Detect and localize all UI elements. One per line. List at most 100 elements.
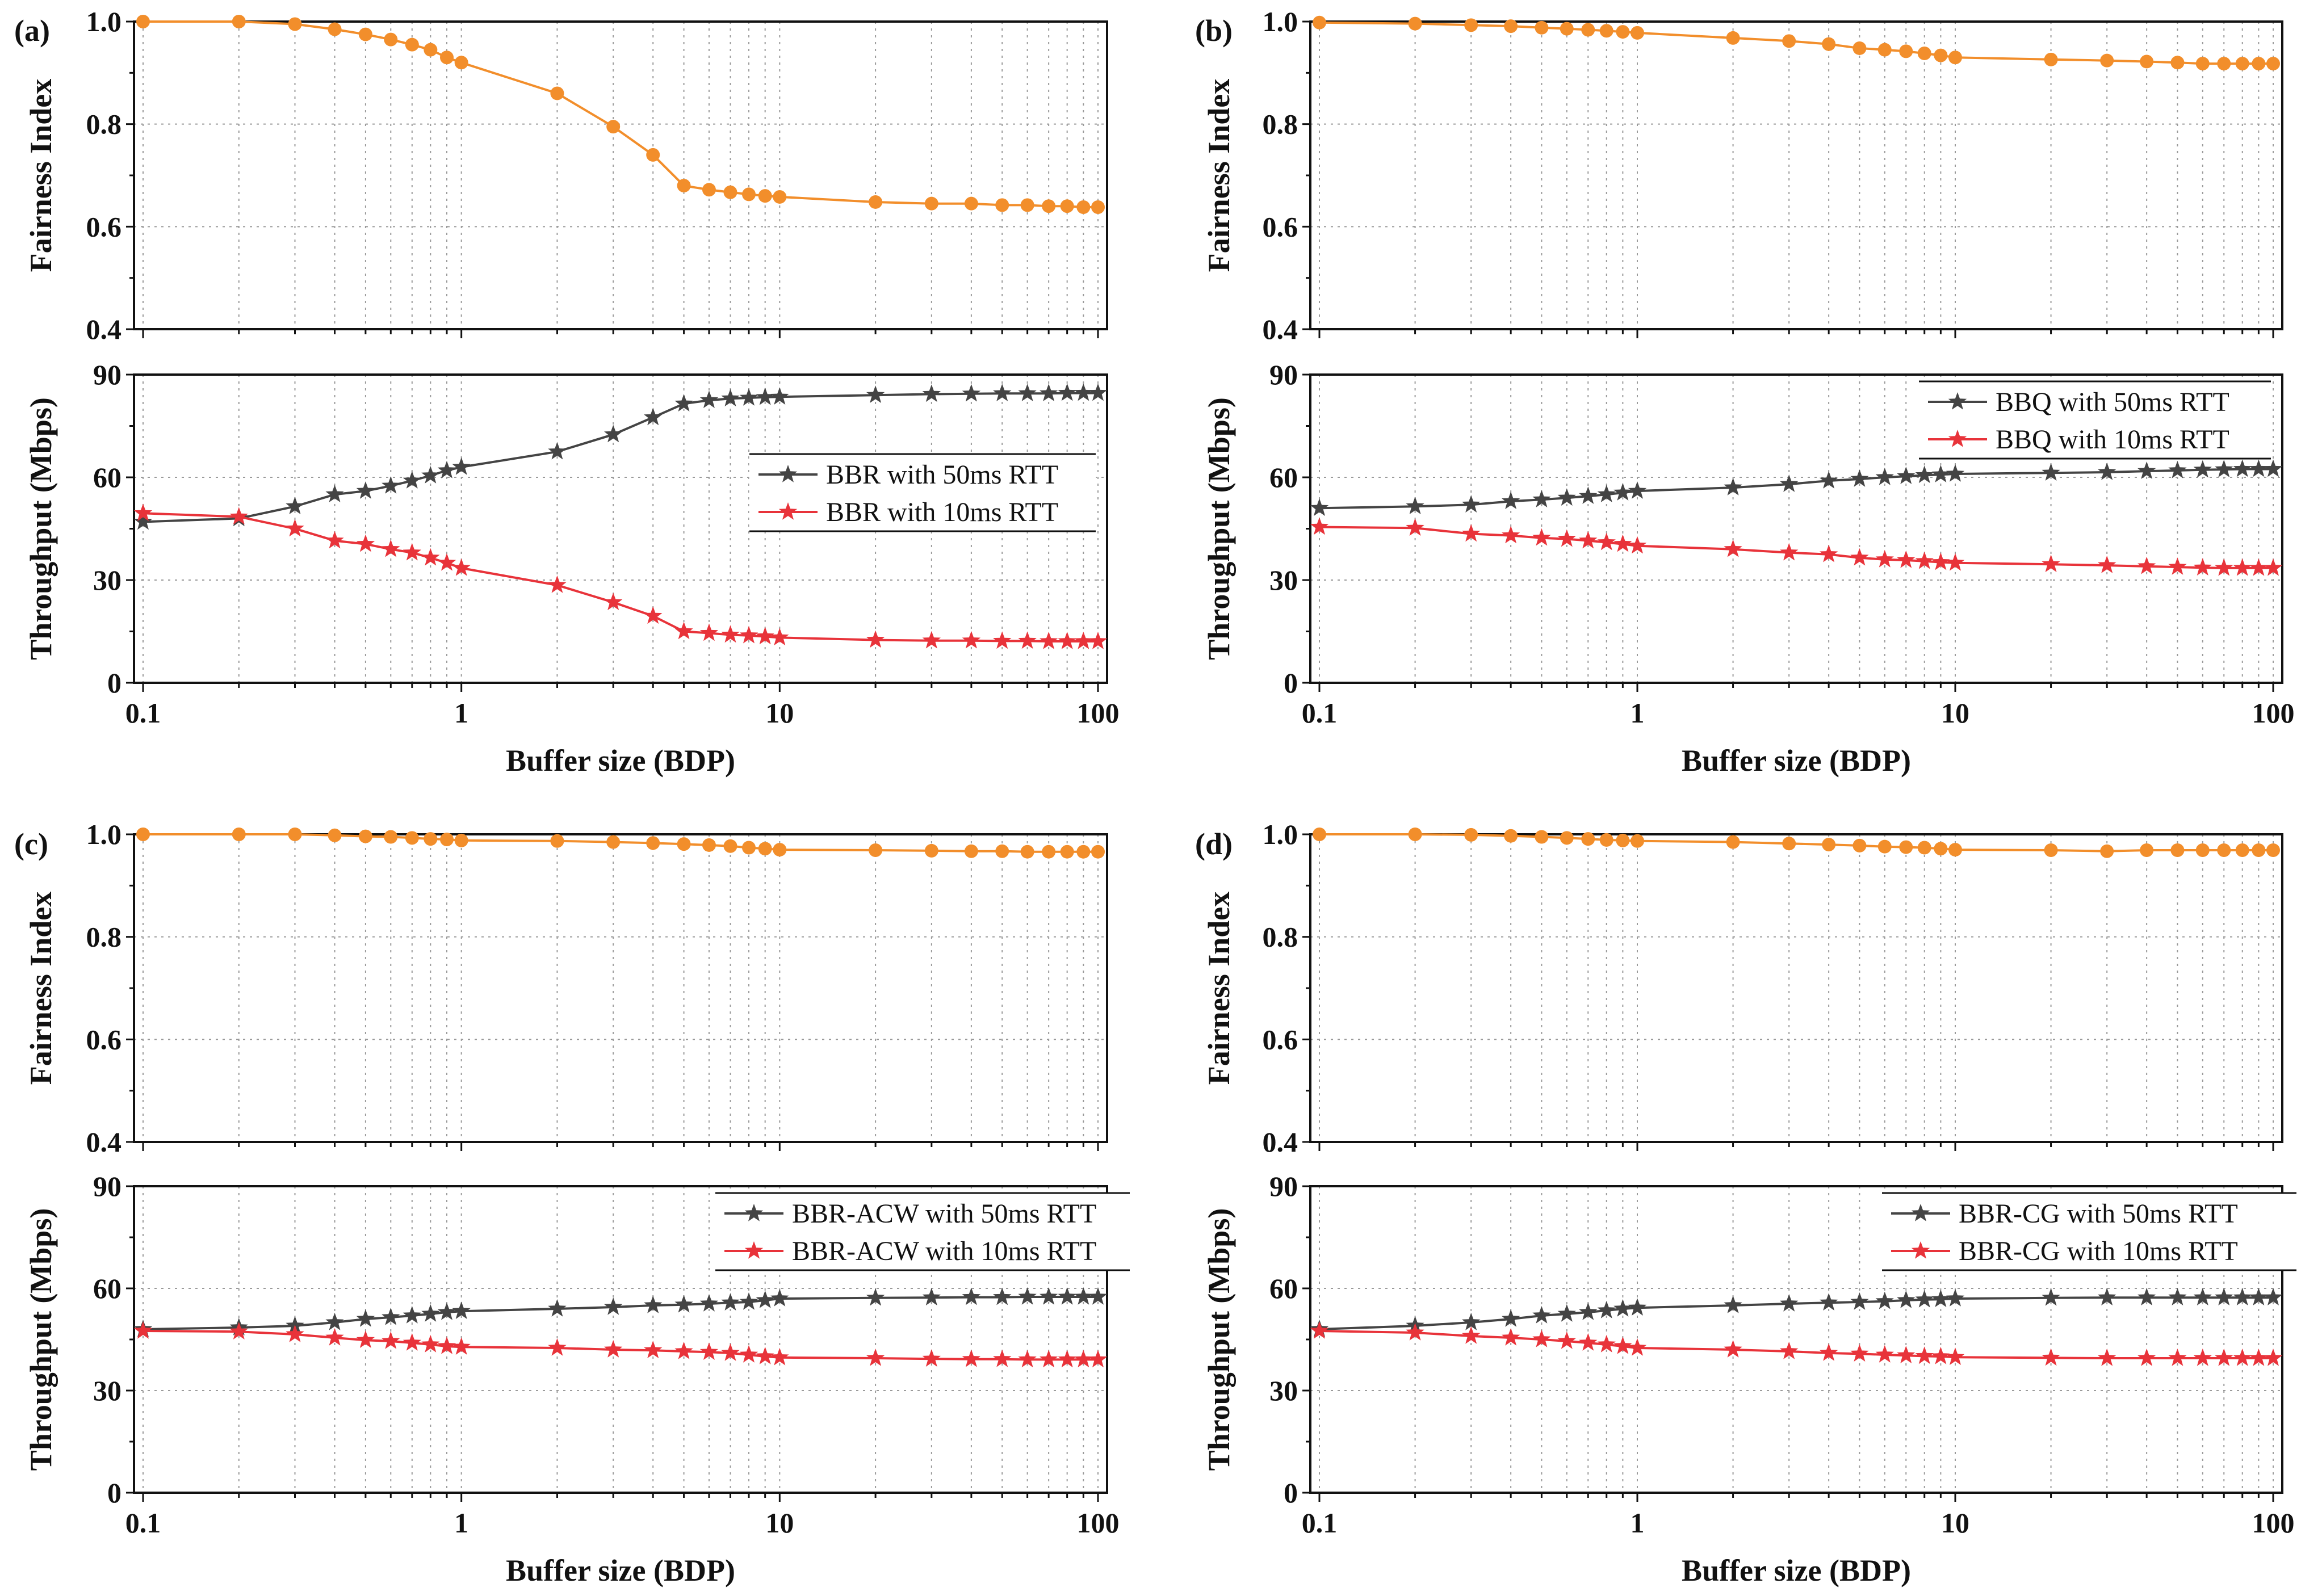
throughput-ytick-label: 90 xyxy=(93,359,121,390)
fairness-point xyxy=(1464,18,1478,32)
series-point-10ms xyxy=(2233,558,2252,576)
series-point-10ms xyxy=(403,1333,421,1351)
series-point-50ms xyxy=(756,1291,774,1308)
series-point-10ms xyxy=(1406,518,1424,536)
series-point-10ms xyxy=(1946,1347,1965,1365)
series-point-50ms xyxy=(1613,1299,1632,1317)
fairness-ylabel: Fairness Index xyxy=(1202,79,1236,272)
throughput-ytick-label: 0 xyxy=(107,667,121,699)
series-point-10ms xyxy=(1557,1332,1576,1349)
legend-label: BBQ with 50ms RTT xyxy=(1996,387,2229,417)
fairness-point xyxy=(288,828,302,841)
xtick-label: 10 xyxy=(1941,697,1969,729)
series-point-10ms xyxy=(1597,532,1616,551)
series-point-50ms xyxy=(922,384,941,402)
series-point-10ms xyxy=(1850,1344,1869,1362)
fairness-point xyxy=(1877,43,1892,57)
series-point-50ms xyxy=(2168,460,2187,478)
fairness-point xyxy=(1899,44,1913,58)
xtick-label: 0.1 xyxy=(125,1507,161,1539)
series-point-50ms xyxy=(452,1301,471,1319)
series-point-10ms xyxy=(2264,558,2283,576)
series-point-50ms xyxy=(2193,460,2212,478)
fairness-point xyxy=(1822,838,1836,852)
fairness-point xyxy=(1599,833,1613,847)
fairness-point xyxy=(773,190,787,204)
legend-swatch-marker xyxy=(1911,1241,1930,1259)
series-point-10ms xyxy=(1579,1333,1598,1351)
series-point-10ms xyxy=(325,1328,344,1346)
series-point-10ms xyxy=(866,1349,885,1366)
series-point-10ms xyxy=(229,1322,248,1339)
series-point-10ms xyxy=(721,1343,740,1361)
fairness-point xyxy=(424,832,438,846)
series-point-10ms xyxy=(1780,543,1799,561)
series-line-10ms xyxy=(142,512,1098,642)
series-point-10ms xyxy=(2193,1349,2212,1366)
series-point-10ms xyxy=(1875,1345,1894,1363)
fairness-point xyxy=(2252,843,2266,858)
fairness-point xyxy=(723,185,737,199)
series-point-10ms xyxy=(644,606,663,624)
series-point-50ms xyxy=(1018,384,1037,401)
chart-panel-2: (b) 0.4 0.6 0.8 1.0 Fairness Index 0 30 60 90 Thro… xyxy=(1195,6,2295,778)
fairness-point xyxy=(1060,845,1074,859)
throughput-ytick-label: 90 xyxy=(1269,1170,1298,1202)
fairness-point xyxy=(1581,832,1595,846)
series-point-50ms xyxy=(1915,465,1934,484)
series-point-50ms xyxy=(604,1297,623,1315)
legend-label: BBR-ACW with 10ms RTT xyxy=(792,1236,1096,1266)
throughput-ytick-label: 30 xyxy=(1269,1375,1298,1406)
throughput-ylabel: Throughput (Mbps) xyxy=(24,1208,58,1471)
series-point-50ms xyxy=(1532,490,1551,507)
fairness-frame xyxy=(133,20,1108,330)
series-point-10ms xyxy=(1897,1346,1916,1363)
fairness-point xyxy=(1917,47,1931,61)
fairness-point xyxy=(1060,199,1074,213)
series-point-10ms xyxy=(1532,1330,1551,1347)
xlabel: Buffer size (BDP) xyxy=(1682,744,1911,778)
fairness-point xyxy=(741,187,756,201)
series-point-10ms xyxy=(1628,536,1647,554)
series-point-10ms xyxy=(922,631,941,649)
fairness-point xyxy=(2170,56,2185,70)
series-point-10ms xyxy=(1897,551,1916,568)
fairness-point xyxy=(2266,57,2280,71)
series-point-10ms xyxy=(437,553,456,571)
series-point-10ms xyxy=(962,631,981,649)
series-point-10ms xyxy=(2264,1349,2283,1366)
series-point-50ms xyxy=(356,1309,375,1327)
fairness-ytick-label: 0.8 xyxy=(1263,921,1298,953)
fairness-ytick-label: 0.8 xyxy=(86,108,122,140)
fairness-point xyxy=(2195,57,2210,71)
fairness-point xyxy=(1631,26,1644,40)
series-point-10ms xyxy=(2249,1349,2268,1366)
xlabel: Buffer size (BDP) xyxy=(506,744,735,778)
fairness-point xyxy=(1560,831,1574,845)
xtick-label: 10 xyxy=(765,1507,794,1539)
series-point-10ms xyxy=(382,1332,400,1349)
series-point-50ms xyxy=(1628,481,1647,499)
series-point-10ms xyxy=(604,593,623,610)
legend-box xyxy=(1918,381,2271,459)
fairness-point xyxy=(2235,57,2249,71)
chart-panel-3: (c) 0.4 0.6 0.8 1.0 Fairness Index 0 30 60 90 Thro… xyxy=(14,818,1130,1587)
fairness-point xyxy=(773,843,787,857)
series-point-50ms xyxy=(644,408,663,426)
series-point-10ms xyxy=(1058,1350,1076,1368)
fairness-point xyxy=(1042,845,1056,859)
xtick-label: 100 xyxy=(1077,697,1120,729)
series-point-10ms xyxy=(1502,526,1520,544)
fairness-point xyxy=(1535,830,1549,844)
series-point-10ms xyxy=(1058,632,1076,649)
series-point-50ms xyxy=(325,1313,344,1330)
fairness-point xyxy=(232,828,246,841)
series-point-50ms xyxy=(452,457,471,475)
fairness-point xyxy=(677,837,691,851)
fairness-point xyxy=(1822,37,1836,51)
series-point-10ms xyxy=(739,625,758,644)
fairness-point xyxy=(741,841,756,855)
fairness-point xyxy=(1616,833,1630,847)
xtick-label: 10 xyxy=(1941,1507,1969,1539)
xlabel: Buffer size (BDP) xyxy=(506,1553,735,1587)
